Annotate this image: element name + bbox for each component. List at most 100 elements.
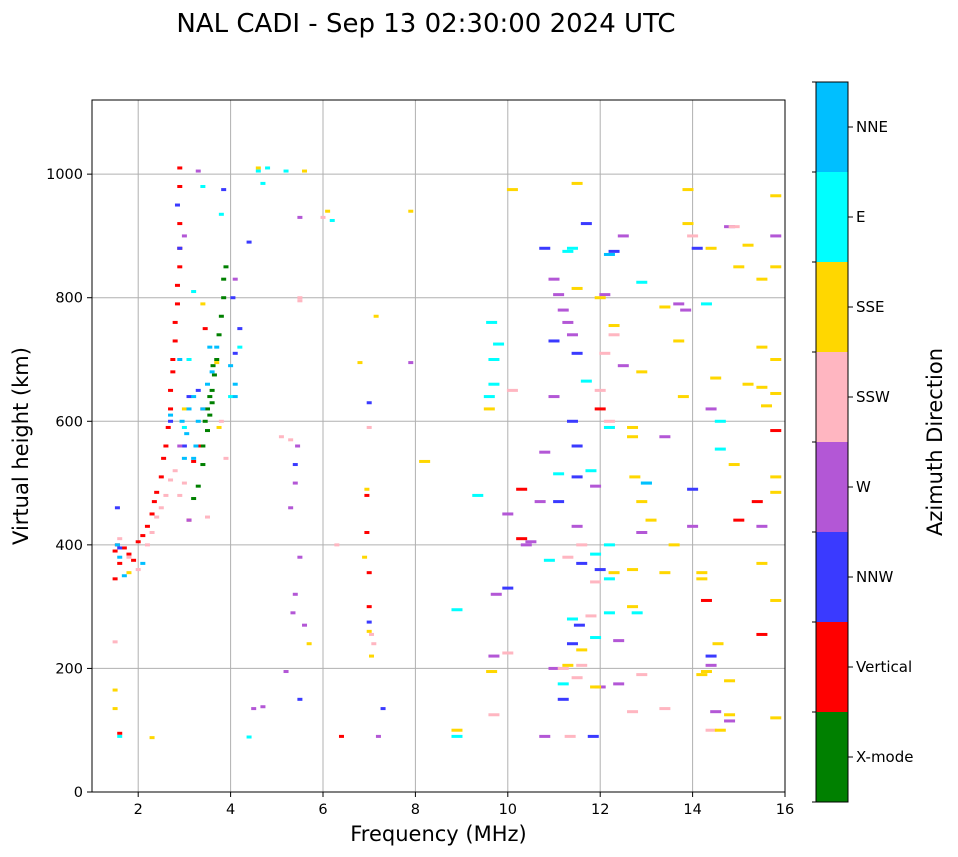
data-point bbox=[380, 707, 386, 711]
data-point bbox=[712, 642, 724, 646]
data-point bbox=[177, 265, 183, 269]
data-point bbox=[590, 580, 602, 584]
data-point bbox=[733, 265, 745, 269]
data-point bbox=[168, 419, 174, 423]
data-point bbox=[502, 651, 514, 655]
data-point bbox=[724, 719, 736, 723]
data-point bbox=[751, 500, 763, 504]
data-point bbox=[516, 537, 528, 541]
data-point bbox=[228, 364, 234, 368]
colorbar-segment bbox=[816, 352, 848, 442]
data-point bbox=[472, 493, 484, 497]
data-point bbox=[710, 376, 722, 380]
data-point bbox=[770, 265, 782, 269]
data-point bbox=[172, 339, 178, 343]
data-point bbox=[191, 497, 197, 501]
data-point bbox=[232, 395, 238, 399]
data-point bbox=[144, 524, 150, 528]
data-point bbox=[562, 249, 574, 253]
data-point bbox=[659, 707, 671, 711]
data-point bbox=[205, 429, 210, 433]
data-point bbox=[325, 209, 331, 213]
data-point bbox=[770, 194, 782, 198]
data-point bbox=[121, 546, 127, 550]
data-point bbox=[181, 407, 187, 411]
data-point bbox=[221, 188, 227, 192]
data-point bbox=[174, 203, 180, 207]
data-point bbox=[126, 555, 132, 559]
data-point bbox=[297, 697, 303, 701]
data-point bbox=[770, 358, 782, 361]
data-point bbox=[506, 188, 518, 192]
data-point bbox=[580, 222, 592, 226]
data-point bbox=[700, 598, 712, 602]
data-point bbox=[451, 608, 463, 612]
data-point bbox=[177, 358, 183, 361]
data-point bbox=[186, 395, 192, 399]
data-point bbox=[292, 592, 298, 596]
data-point bbox=[255, 169, 261, 173]
data-point bbox=[493, 342, 505, 346]
data-point bbox=[191, 395, 197, 399]
data-point bbox=[408, 209, 414, 213]
data-point bbox=[334, 543, 340, 547]
data-point bbox=[366, 571, 372, 575]
data-point bbox=[742, 243, 754, 247]
data-point bbox=[617, 234, 629, 238]
data-point bbox=[553, 293, 565, 297]
colorbar-frame bbox=[815, 81, 849, 803]
data-point bbox=[163, 493, 169, 497]
data-point bbox=[117, 734, 123, 738]
data-point bbox=[114, 543, 120, 547]
data-point bbox=[714, 419, 726, 423]
data-point bbox=[193, 444, 199, 448]
data-point bbox=[112, 688, 118, 692]
data-point bbox=[366, 425, 372, 429]
data-point bbox=[149, 736, 155, 740]
data-point bbox=[590, 685, 602, 689]
data-point bbox=[297, 296, 303, 300]
data-point bbox=[557, 308, 569, 312]
data-point bbox=[290, 611, 296, 615]
data-point bbox=[366, 605, 372, 609]
data-point bbox=[221, 296, 227, 300]
data-point bbox=[184, 432, 190, 436]
data-point bbox=[627, 425, 639, 429]
data-point bbox=[599, 351, 611, 355]
data-point bbox=[714, 447, 726, 451]
colorbar-label: SSW bbox=[856, 388, 890, 406]
data-point bbox=[207, 413, 213, 417]
data-point bbox=[375, 734, 381, 738]
y-tick-label: 600 bbox=[55, 414, 83, 430]
data-point bbox=[576, 561, 588, 565]
data-point bbox=[562, 555, 574, 559]
data-point bbox=[488, 382, 500, 386]
data-point bbox=[539, 734, 551, 738]
data-point bbox=[210, 364, 216, 368]
data-point bbox=[590, 636, 602, 640]
data-point bbox=[608, 571, 620, 575]
data-point bbox=[338, 734, 344, 738]
data-point bbox=[659, 571, 671, 575]
data-point bbox=[668, 543, 680, 547]
data-point bbox=[200, 302, 206, 306]
data-point bbox=[571, 676, 583, 680]
data-point bbox=[283, 670, 289, 674]
data-point bbox=[587, 734, 599, 738]
data-point bbox=[557, 682, 569, 686]
data-point bbox=[292, 463, 298, 467]
colorbar-label: X-mode bbox=[856, 748, 913, 766]
data-point bbox=[627, 605, 639, 609]
data-point bbox=[562, 663, 574, 667]
data-point bbox=[211, 373, 217, 377]
data-point bbox=[571, 475, 583, 479]
data-point bbox=[705, 407, 717, 411]
data-point bbox=[200, 444, 206, 448]
series-e bbox=[117, 166, 726, 739]
data-point bbox=[297, 555, 303, 559]
data-point bbox=[636, 370, 648, 374]
data-point bbox=[594, 296, 606, 300]
data-point bbox=[218, 212, 224, 216]
data-point bbox=[756, 385, 768, 389]
data-point bbox=[209, 401, 215, 405]
